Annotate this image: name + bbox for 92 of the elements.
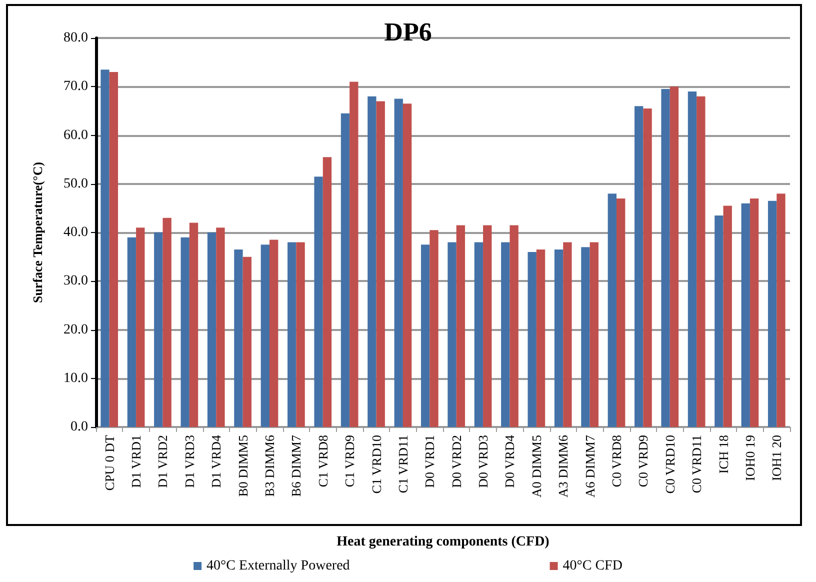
y-tick-label: 20.0 xyxy=(64,322,88,338)
bar xyxy=(768,200,777,427)
bar xyxy=(483,225,492,427)
bar xyxy=(590,242,598,427)
bar xyxy=(510,225,518,427)
x-tick-label: C1 VRD10 xyxy=(368,435,384,494)
bar xyxy=(456,225,466,427)
bar xyxy=(340,113,350,427)
bar xyxy=(368,96,376,427)
bar xyxy=(180,237,190,427)
bar xyxy=(296,242,305,427)
bar xyxy=(270,240,278,427)
bar xyxy=(234,250,243,427)
y-tick-label: 60.0 xyxy=(64,128,88,143)
bar xyxy=(723,206,732,427)
bar xyxy=(350,82,358,427)
x-tick-label: D1 VRD4 xyxy=(208,434,224,488)
x-tick-label: A6 DIMM7 xyxy=(582,434,598,498)
x-tick-label: IOH1 20 xyxy=(769,435,784,481)
y-tick-label: 80.0 xyxy=(64,30,88,46)
x-tick-label: C0 VRD11 xyxy=(689,435,704,494)
bar xyxy=(402,104,412,427)
y-axis-title: Surface Temperature(°C) xyxy=(30,162,45,304)
bar xyxy=(581,247,590,427)
bar xyxy=(430,230,438,427)
x-tick-label: ICH 18 xyxy=(716,435,731,474)
y-tick-label: 50.0 xyxy=(64,176,88,192)
bar xyxy=(207,232,216,427)
chart-title: DP6 xyxy=(384,18,432,46)
x-tick-label: B6 DIMM7 xyxy=(288,434,304,497)
bar xyxy=(670,86,679,427)
x-tick-label: D0 VRD4 xyxy=(502,434,518,488)
y-tick-label: 10.0 xyxy=(64,370,88,386)
bar xyxy=(501,242,510,427)
y-tick-label: 0.0 xyxy=(70,420,88,434)
bar xyxy=(643,108,652,427)
x-tick-label: D0 VRD1 xyxy=(422,435,438,488)
bar xyxy=(563,242,572,427)
bar xyxy=(714,215,724,427)
x-tick-label: C0 VRD10 xyxy=(662,435,678,494)
x-tick-label: D1 VRD3 xyxy=(182,435,197,488)
x-tick-label: A0 DIMM5 xyxy=(528,435,544,498)
bar xyxy=(474,242,484,427)
bar xyxy=(528,252,536,427)
bar xyxy=(536,250,546,427)
y-tick-label: 40.0 xyxy=(64,225,88,240)
bar xyxy=(109,72,118,427)
bar xyxy=(616,198,626,427)
bar xyxy=(608,194,616,427)
x-tick-label: D0 VRD3 xyxy=(476,435,491,488)
bar xyxy=(394,98,403,427)
bar xyxy=(776,194,786,427)
bar xyxy=(420,244,430,427)
bar xyxy=(242,256,252,427)
x-tick-label: C1 VRD11 xyxy=(395,435,410,494)
bar xyxy=(162,218,172,427)
bar xyxy=(322,157,332,427)
bar xyxy=(260,244,270,427)
bar xyxy=(696,96,706,427)
legend-label: 40°C Externally Powered xyxy=(206,558,350,574)
bar xyxy=(376,101,385,427)
x-tick-label: D1 VRD1 xyxy=(128,435,144,488)
x-tick-label: IOH0 19 xyxy=(742,435,758,481)
bar xyxy=(216,228,225,427)
x-tick-label: D1 VRD2 xyxy=(155,435,170,488)
x-tick-label: B0 DIMM5 xyxy=(235,435,250,497)
x-tick-label: A3 DIMM6 xyxy=(556,434,571,498)
bar xyxy=(100,70,110,427)
x-tick-label: C1 VRD9 xyxy=(342,435,358,488)
bar xyxy=(189,222,198,427)
bar xyxy=(448,242,456,427)
x-axis-title: Heat generating components (CFD) xyxy=(336,534,550,550)
x-tick-label: D0 VRD2 xyxy=(448,435,464,488)
x-tick-label: C0 VRD9 xyxy=(636,435,651,488)
y-tick-label: 70.0 xyxy=(64,79,88,94)
bar xyxy=(554,250,564,427)
bar xyxy=(127,237,136,427)
bar xyxy=(661,89,670,427)
x-tick-label: C0 VRD8 xyxy=(609,435,624,488)
x-tick-label: CPU 0 DT xyxy=(102,434,117,491)
bar xyxy=(136,228,145,427)
y-tick-label: 30.0 xyxy=(64,274,88,289)
x-tick-label: C1 VRD8 xyxy=(315,435,330,488)
bar xyxy=(154,232,163,427)
bar xyxy=(314,176,323,427)
legend-label: 40°C CFD xyxy=(562,558,622,574)
bar xyxy=(741,203,750,427)
bar xyxy=(288,242,296,427)
x-tick-label: B3 DIMM6 xyxy=(262,434,277,497)
bar xyxy=(750,198,759,427)
bar xyxy=(634,106,644,427)
bar xyxy=(688,91,697,427)
